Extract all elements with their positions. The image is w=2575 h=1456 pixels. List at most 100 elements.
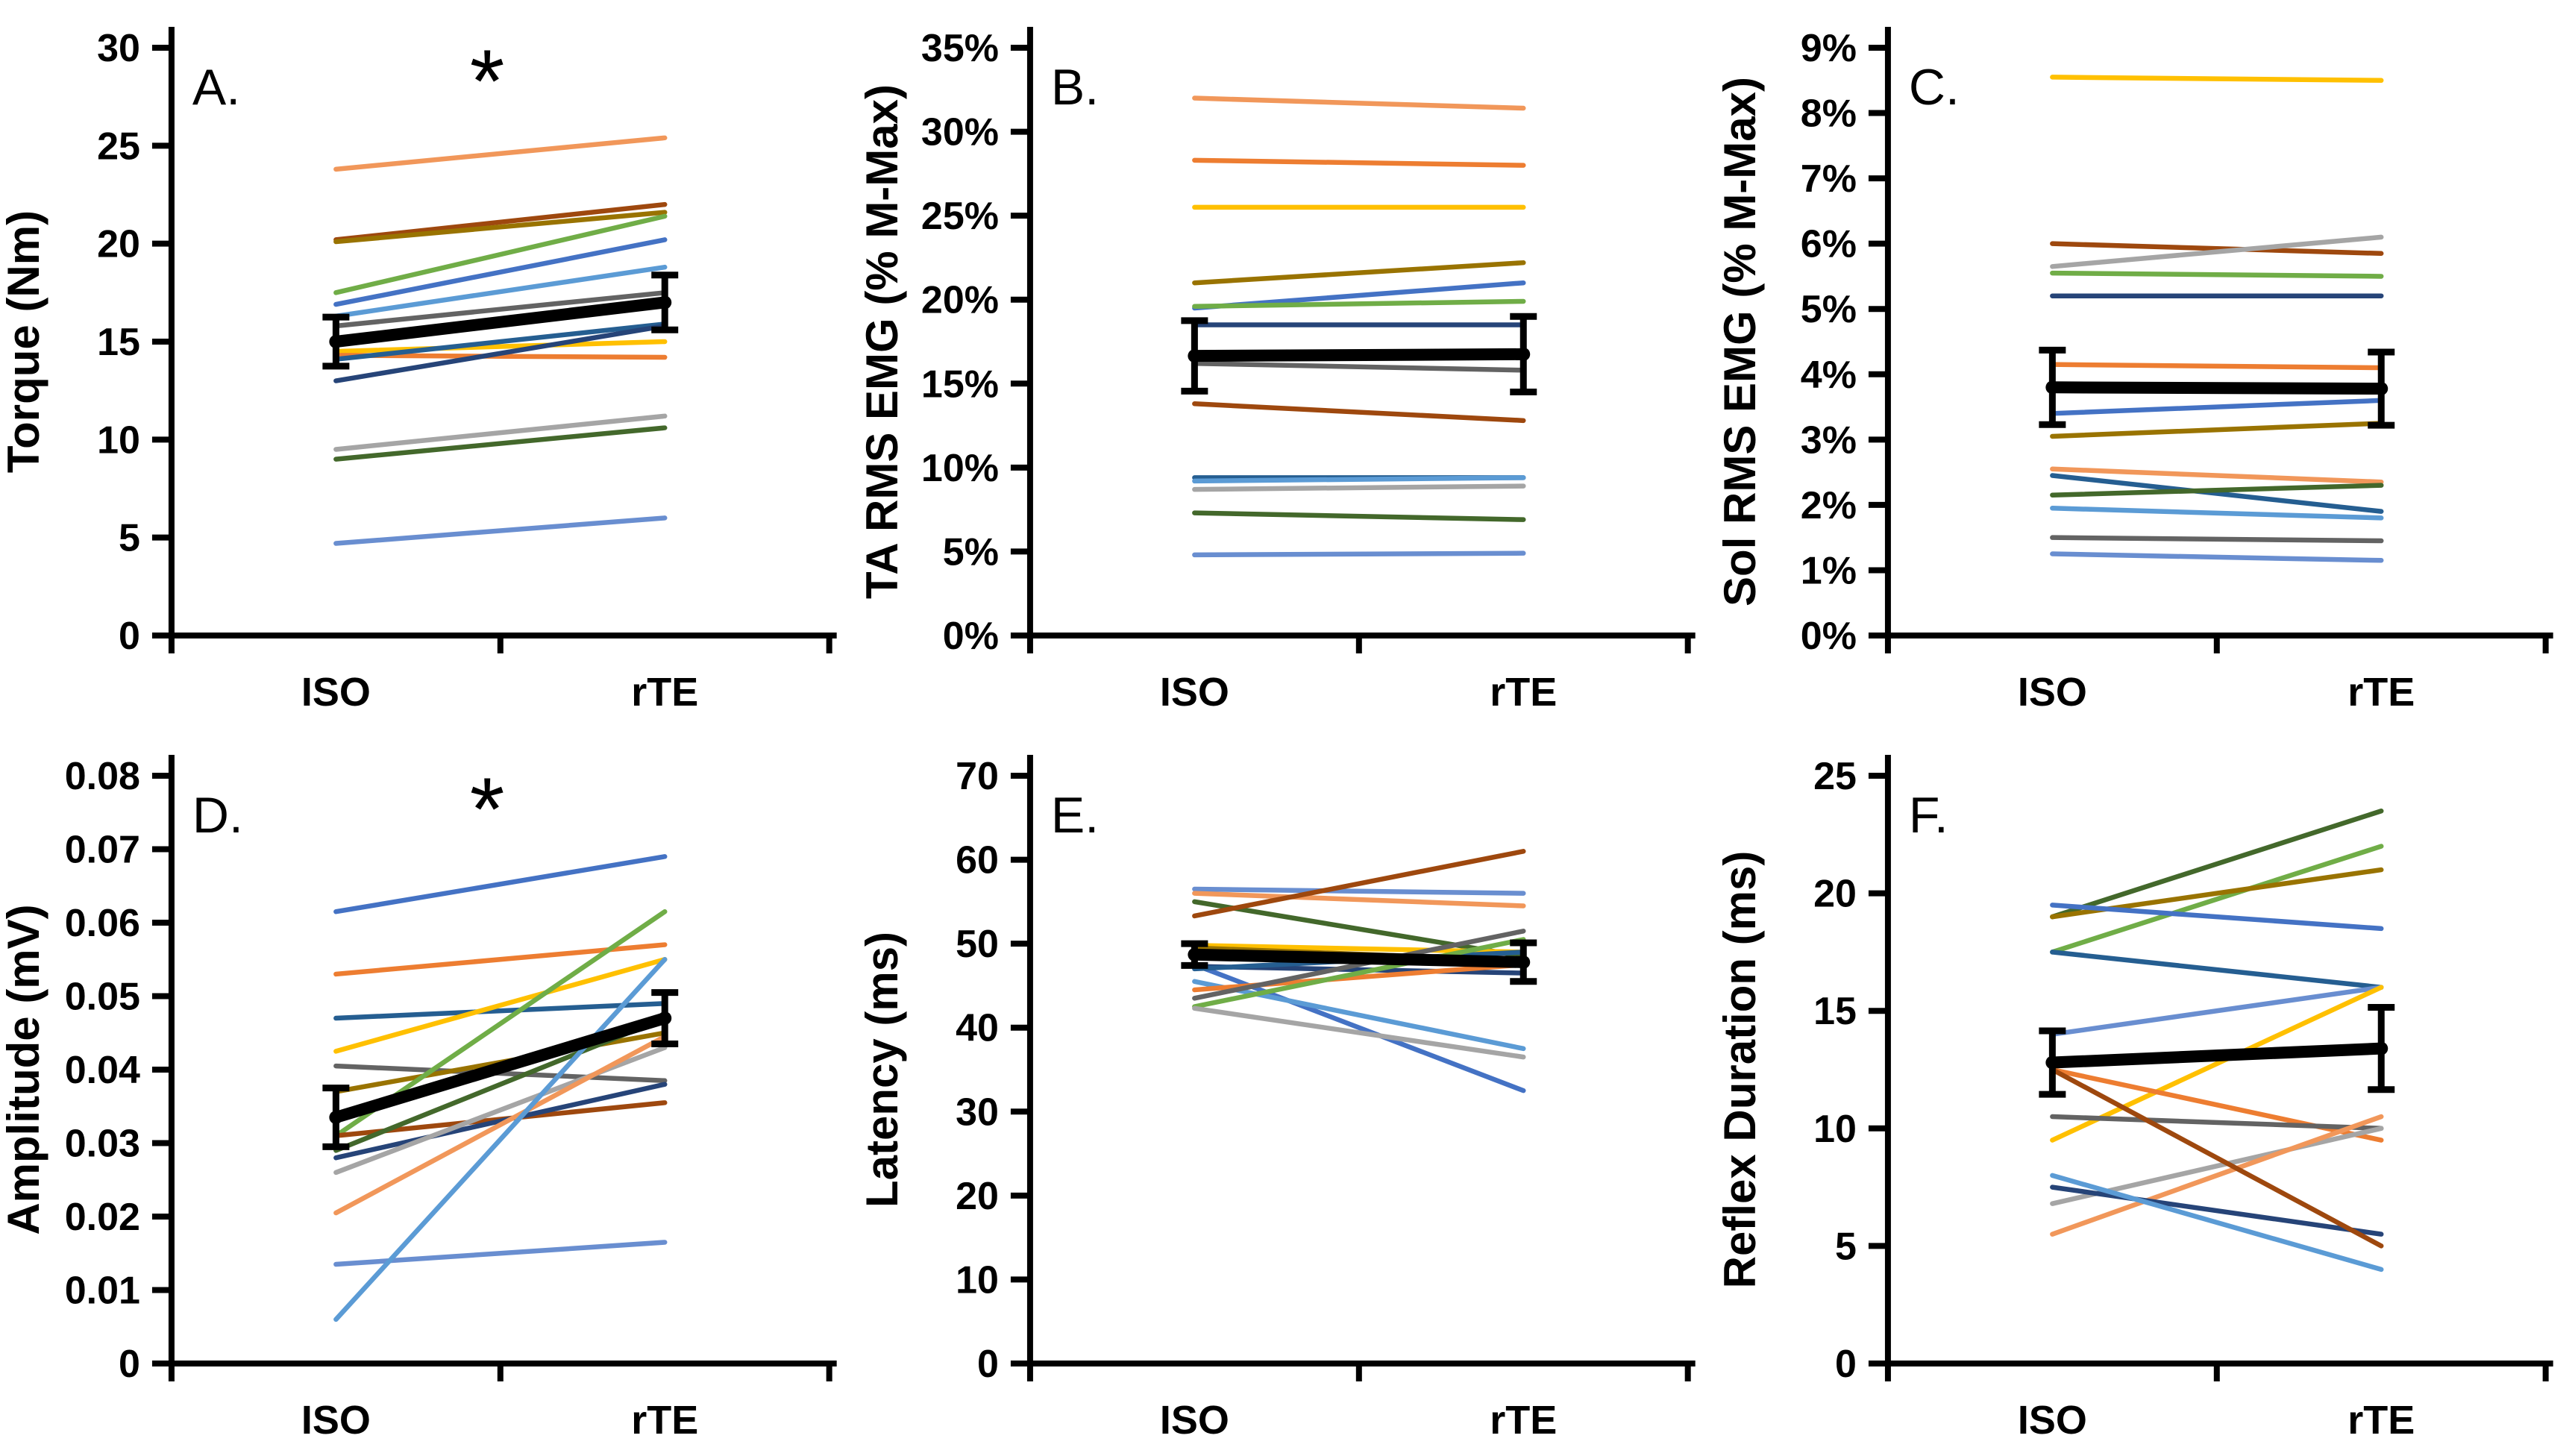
y-tick-label: 20% — [921, 279, 999, 322]
mean-line — [2046, 1042, 2388, 1069]
y-tick-label: 0% — [1801, 615, 1857, 658]
participant-line — [2050, 551, 2384, 563]
participant-line — [1191, 899, 1526, 959]
participant-line — [1191, 157, 1526, 168]
mean-line — [2046, 381, 2388, 395]
mean-marker — [329, 1111, 343, 1125]
y-tick-label: 4% — [1801, 354, 1857, 397]
participant-line — [333, 201, 668, 242]
participant-line — [2050, 1114, 2384, 1237]
panel-letter: F. — [1909, 787, 1948, 844]
participant-line — [333, 213, 668, 295]
panel-cell-B: 0% 5% 10% 15% 20% 25% 30% 35% ISO rTE TA RMS EMG (… — [859, 0, 1717, 728]
panel-E-chart: 0 10 20 30 40 50 60 70 ISO rTE Latency (ms) E. — [859, 755, 1696, 1443]
panel-cell-E: 0 10 20 30 40 50 60 70 ISO rTE Latency (ms) E. — [859, 728, 1717, 1456]
participant-line — [1191, 510, 1526, 522]
participant-line — [333, 264, 668, 319]
panel-C-chart: 0% 1% 2% 3% 4% 5% 6% 7% 8% 9% ISO rTE Sol RMS EMG (%… — [1716, 27, 2553, 715]
participant-line — [333, 135, 668, 172]
participant-line — [1191, 475, 1526, 484]
participant-line — [333, 323, 668, 383]
y-tick-label: 0 — [977, 1343, 999, 1386]
mean-marker — [658, 295, 672, 310]
participant-line — [1191, 929, 1526, 1001]
participant-line — [333, 339, 668, 354]
y-tick-label: 0 — [119, 1343, 140, 1386]
y-tick-label: 0.06 — [65, 902, 140, 945]
participant-line — [2050, 535, 2384, 544]
participant-line — [2050, 1184, 2384, 1237]
mean-marker — [329, 335, 343, 348]
panel-letter: C. — [1909, 59, 1960, 116]
mean-marker — [1516, 347, 1530, 361]
y-tick-label: 25% — [921, 195, 999, 238]
panel-letter: B. — [1051, 59, 1099, 116]
panel-letter: A. — [192, 59, 240, 116]
participant-line — [333, 321, 668, 362]
participant-line — [1191, 483, 1526, 492]
y-tick-label: 25 — [1813, 755, 1857, 798]
panel-A-chart: 0 5 10 15 20 25 30 ISO rTE Torque (Nm) A. * — [0, 27, 837, 715]
significance-asterisk: * — [470, 31, 505, 131]
participant-line — [1191, 891, 1526, 909]
y-tick-label: 5 — [1835, 1225, 1857, 1268]
x-category-label: ISO — [301, 1398, 371, 1443]
x-category-label: ISO — [2018, 1398, 2087, 1443]
y-tick-label: 20 — [956, 1175, 999, 1218]
participant-line — [1191, 401, 1526, 424]
panel-D-chart: 0 0.01 0.02 0.03 0.04 0.05 0.06 0.07 0.08 ISO rTE A… — [0, 755, 837, 1443]
y-tick-label: 15 — [97, 321, 140, 364]
y-tick-label: 0.08 — [65, 755, 140, 798]
x-category-label: rTE — [1490, 670, 1557, 715]
participant-line — [1191, 1005, 1526, 1060]
y-tick-label: 20 — [1813, 873, 1857, 916]
panel-letter: D. — [192, 787, 243, 844]
y-tick-label: 20 — [97, 223, 140, 266]
participant-line — [1191, 550, 1526, 558]
y-tick-label: 8% — [1801, 92, 1857, 136]
y-axis-title: Torque (Nm) — [0, 210, 48, 473]
y-tick-label: 0 — [1835, 1343, 1857, 1386]
mean-marker — [2045, 380, 2060, 395]
y-tick-label: 35% — [921, 27, 999, 70]
participant-line — [1191, 979, 1526, 1052]
participant-line — [2050, 75, 2384, 84]
participant-line — [1191, 298, 1526, 309]
y-tick-label: 1% — [1801, 549, 1857, 592]
x-category-label: rTE — [2348, 670, 2415, 715]
mean-line — [1188, 948, 1529, 968]
y-tick-label: 15% — [921, 363, 999, 406]
participant-line — [333, 413, 668, 452]
y-axis-title: Amplitude (mV) — [0, 904, 48, 1234]
y-axis-title: TA RMS EMG (% M-Max) — [859, 84, 907, 599]
y-tick-label: 0.02 — [65, 1196, 140, 1239]
participant-line — [2050, 1114, 2384, 1132]
participant-line — [333, 1034, 668, 1216]
panel-cell-D: 0 0.01 0.02 0.03 0.04 0.05 0.06 0.07 0.08 ISO rTE A… — [0, 728, 859, 1456]
participant-line — [2050, 270, 2384, 279]
participant-line — [2050, 466, 2384, 485]
participant-line — [1191, 95, 1526, 111]
x-category-label: rTE — [631, 1398, 698, 1443]
panel-cell-C: 0% 1% 2% 3% 4% 5% 6% 7% 8% 9% ISO rTE Sol RMS EMG (%… — [1716, 0, 2575, 728]
participant-line — [333, 290, 668, 329]
y-tick-label: 0.05 — [65, 975, 140, 1018]
y-tick-label: 60 — [956, 839, 999, 882]
y-tick-label: 10 — [956, 1258, 999, 1302]
y-tick-label: 5% — [1801, 288, 1857, 331]
panel-cell-F: 0 5 10 15 20 25 ISO rTE Reflex Duration (ms) F. — [1716, 728, 2575, 1456]
participant-line — [333, 237, 668, 307]
participant-line — [333, 942, 668, 977]
y-tick-label: 0.07 — [65, 828, 140, 871]
participant-line — [2050, 241, 2384, 257]
y-tick-label: 30 — [956, 1091, 999, 1134]
y-tick-label: 40 — [956, 1007, 999, 1050]
panel-B-chart: 0% 5% 10% 15% 20% 25% 30% 35% ISO rTE TA RMS EMG (… — [859, 27, 1696, 715]
mean-marker — [2374, 382, 2389, 396]
y-axis-title: Reflex Duration (ms) — [1716, 851, 1765, 1289]
mean-marker — [2374, 1041, 2389, 1055]
participant-line — [333, 957, 668, 1322]
participant-line — [2050, 985, 2384, 1143]
participant-line — [2050, 844, 2384, 955]
